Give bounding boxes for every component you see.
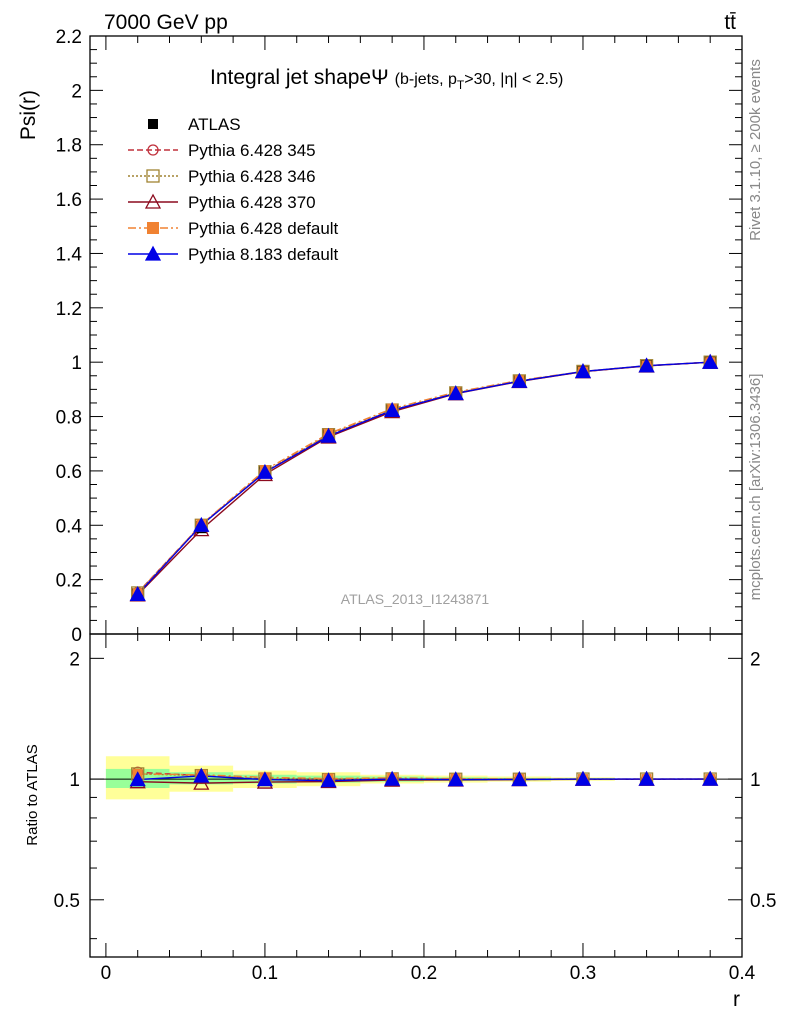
x-tick-label: 0.3 [570,963,596,984]
ratio-y-tick-label: 0.5 [54,891,80,912]
main-panel: 0 0.2 0.4 0.6 0.8 1 1.2 1.4 1.6 1.8 2 2.2 Integral … [17,27,743,646]
legend: ATLAS Pythia 6.428 345 Pythia 6.428 346 Pyt… [128,115,339,264]
ratio-x-axis: 0 0.1 0.2 0.3 0.4 [101,634,756,984]
ratio-panel: 0.5 0.51 12 2 0 0.1 0.2 0.3 0.4 Ratio to ATLAS … [24,633,776,1011]
y-tick-label: 1.4 [56,244,83,265]
y-tick-label: 1 [71,353,82,374]
main-x-ticks [105,36,743,634]
ratio-point-p8def [574,770,592,786]
legend-label-p8def: Pythia 8.183 default [188,245,339,264]
y-tick-label: 0.8 [56,408,82,429]
series-line-p345 [137,361,711,594]
ratio-y-tick-label-right: 1 [750,770,761,791]
series-point-p8def [193,516,210,532]
y-tick-label: 2.2 [56,27,82,48]
ratio-point-p8def [447,771,464,787]
chart-title-sub: (b-jets, p [395,71,457,88]
series-point-p8def [447,385,464,401]
chart-title-sub-post: >30, |η| < 2.5) [464,71,563,88]
x-axis-label: r [733,988,740,1011]
ratio-point-p8def [384,770,401,786]
y-tick-label: 1.8 [56,136,82,157]
chart-title-main: Integral jet shape [210,66,371,89]
analysis-id-label: ATLAS_2013_I1243871 [341,591,490,607]
rivet-version-label: Rivet 3.1.10, ≥ 200k events [747,59,764,241]
y-tick-label: 0.6 [56,462,82,483]
legend-marker-p370 [144,193,162,209]
ratio-point-p8def [193,767,210,783]
process-label: tt̄ [724,11,736,34]
series-point-p8def [574,363,592,379]
legend-marker-ATLAS [148,119,158,129]
x-tick-label: 0.2 [411,963,437,984]
ratio-line-p8def [137,775,711,782]
y-tick-label: 1.6 [56,190,82,211]
legend-marker-p346 [146,169,160,183]
legend-marker-p8def [144,245,162,261]
chart-title: Integral jet shapeΨ (b-jets, pT>30, |η| <… [210,66,563,92]
ratio-point-p8def [129,771,146,787]
y-tick-label: 0.4 [56,516,83,537]
main-y-axis: 0 0.2 0.4 0.6 0.8 1 1.2 1.4 1.6 1.8 2 2.2 [56,27,742,646]
series-point-p8def [638,357,655,373]
ratio-point-p8def [702,770,719,786]
series-point-p8def [702,353,719,369]
legend-label-p346: Pythia 6.428 346 [188,167,316,186]
energy-label: 7000 GeV pp [104,11,228,34]
ratio-bands [105,756,615,800]
legend-label-p370: Pythia 6.428 370 [188,193,316,212]
ratio-point-p8def [256,771,274,787]
ratio-y-tick-label: 2 [69,649,80,670]
legend-label-p6def: Pythia 6.428 default [188,219,339,238]
series-point-p8def [320,427,337,443]
chart-title-subscript: T [457,78,465,92]
ratio-y-tick-label-right: 0.5 [750,891,776,912]
main-curves [129,353,719,602]
series-line-p346 [137,361,711,594]
ratio-y-tick-label-right: 2 [750,649,761,670]
legend-label-ATLAS: ATLAS [188,115,241,134]
ratio-curves [129,766,719,790]
x-tick-label: 0.1 [252,963,278,984]
x-tick-label: 0 [101,963,112,984]
legend-marker-p6def [147,222,159,234]
ratio-y-axis-label: Ratio to ATLAS [24,744,41,845]
ratio-point-p8def [638,770,655,786]
legend-label-p345: Pythia 6.428 345 [188,141,316,160]
y-tick-label: 0.2 [56,571,82,592]
ratio-y-tick-label: 1 [69,770,80,791]
chart-title-symbol: Ψ [371,66,389,89]
series-line-p370 [137,361,711,596]
y-tick-label: 1.2 [56,299,82,320]
series-point-p8def [384,401,401,417]
y-axis-label: Psi(r) [17,90,40,140]
ratio-panel-frame [89,633,743,958]
series-point-p8def [129,585,146,601]
y-tick-label: 2 [71,81,82,102]
legend-marker-p345 [147,144,159,156]
y-tick-label: 0 [71,625,82,646]
ratio-point-p8def [511,771,528,787]
series-point-p8def [511,372,528,388]
x-tick-label: 0.4 [729,963,756,984]
series-point-p8def [256,463,274,479]
ratio-point-p8def [320,772,337,788]
ratio-point-p370 [193,774,210,790]
series-line-p6def [137,361,711,594]
mcplots-label: mcplots.cern.ch [arXiv:1306.3436] [747,374,764,601]
series-line-p8def [137,361,711,595]
